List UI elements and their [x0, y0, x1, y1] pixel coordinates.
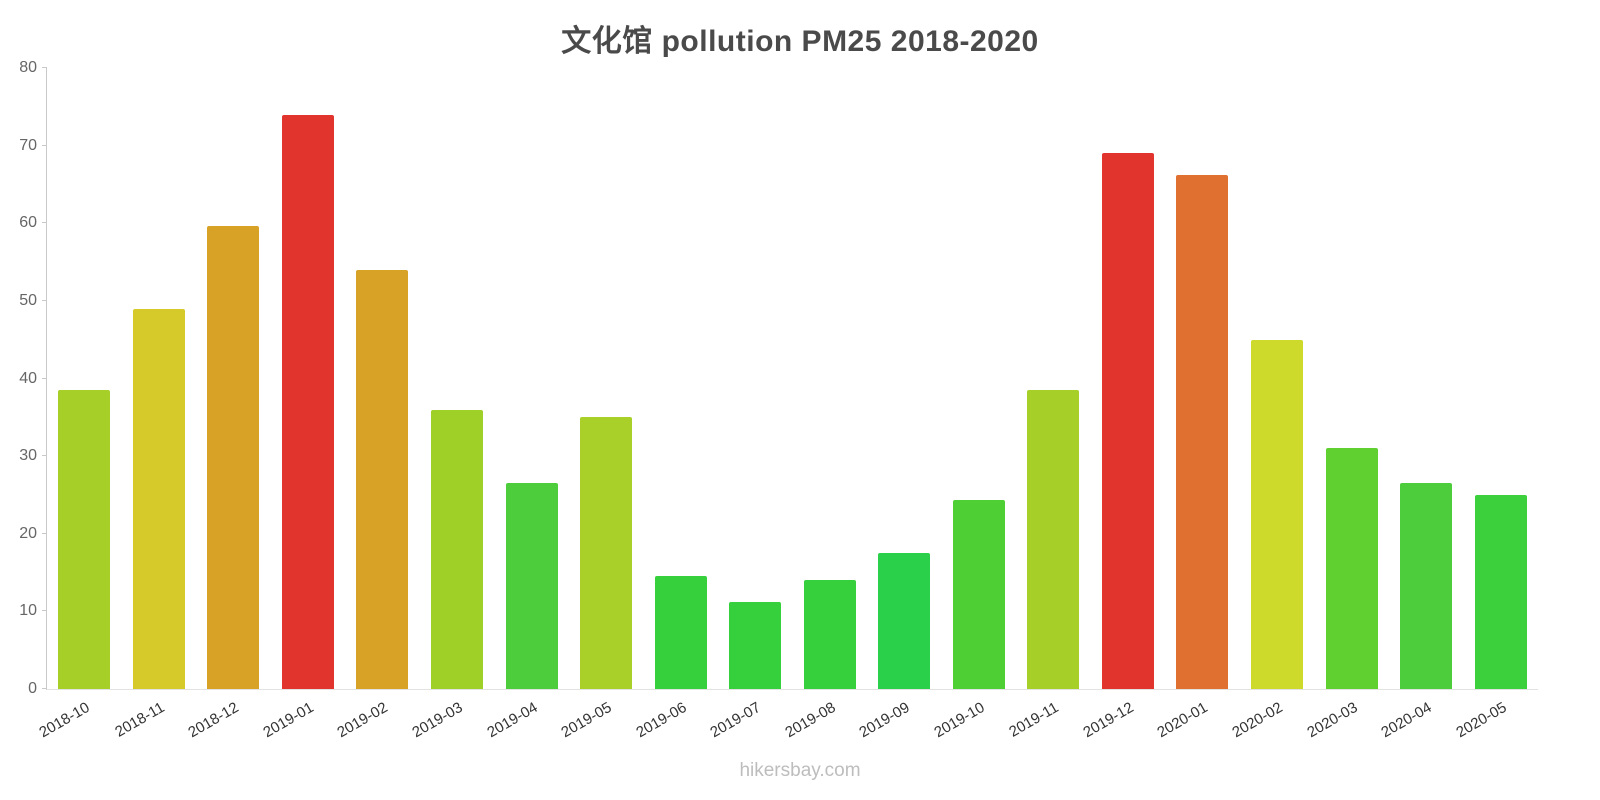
bar-slot: 2019-07: [708, 68, 793, 741]
y-tick-mark: [42, 144, 47, 146]
bar-2019-02[interactable]: [356, 269, 409, 689]
x-tick-label: 2020-01: [1154, 699, 1211, 742]
bar-2020-01[interactable]: [1176, 175, 1229, 689]
x-tick-label: 2020-02: [1229, 699, 1286, 742]
y-tick-mark: [42, 610, 47, 612]
bar-2019-10[interactable]: [952, 500, 1005, 689]
x-tick-label: 2019-05: [558, 699, 615, 742]
bar-2019-08[interactable]: [803, 580, 856, 689]
x-tick-label: 2020-03: [1303, 699, 1361, 742]
bar-slot: 2018-12: [186, 68, 271, 741]
bar-2019-12[interactable]: [1101, 153, 1154, 689]
watermark-text: hikersbay.com: [739, 760, 861, 781]
x-tick-label: 2019-08: [782, 699, 839, 742]
bar-slot: 2018-10: [37, 68, 122, 741]
x-tick-label: 2018-11: [112, 699, 168, 741]
bar-2019-01[interactable]: [281, 114, 334, 689]
y-tick-mark: [42, 67, 47, 68]
bar-slot: 2019-02: [335, 68, 420, 741]
bar-series: 2018-10 2018-11 2018-12 2019-01 2019-02 2019-…: [37, 68, 1538, 741]
bar-2019-06[interactable]: [654, 576, 707, 689]
bar-slot: 2019-01: [260, 68, 346, 741]
x-tick-label: 2019-10: [931, 699, 988, 742]
y-tick-label: 80: [19, 59, 37, 76]
bar-slot: 2020-04: [1378, 68, 1464, 741]
x-tick-label: 2020-04: [1378, 699, 1435, 742]
bar-2020-03[interactable]: [1325, 448, 1378, 689]
y-tick-mark: [42, 299, 47, 301]
bar-slot: 2019-11: [1007, 68, 1091, 741]
bar-2019-04[interactable]: [505, 482, 558, 689]
bar-2018-12[interactable]: [207, 225, 260, 689]
x-tick-label: 2019-03: [409, 699, 466, 742]
y-tick-label: 70: [19, 136, 37, 154]
x-tick-label: 2019-11: [1006, 699, 1062, 741]
x-tick-label: 2018-10: [36, 699, 93, 742]
x-tick-label: 2019-01: [260, 699, 317, 742]
y-tick-mark: [42, 455, 47, 457]
chart-title: 文化馆 pollution PM25 2018-2020: [561, 25, 1039, 58]
y-tick-label: 0: [28, 680, 37, 697]
bar-slot: 2020-05: [1453, 68, 1538, 741]
bar-slot: 2019-08: [782, 68, 867, 741]
bar-2020-04[interactable]: [1400, 483, 1453, 689]
x-tick-label: 2019-04: [483, 699, 541, 742]
y-tick-label: 40: [19, 369, 37, 387]
bar-2018-11[interactable]: [132, 308, 185, 689]
x-tick-label: 2019-12: [1080, 699, 1137, 742]
x-tick-label: 2019-02: [334, 699, 391, 742]
bar-slot: 2020-01: [1155, 68, 1240, 741]
y-tick-label: 10: [19, 602, 37, 620]
y-tick-mark: [42, 377, 47, 379]
x-tick-label: 2019-09: [856, 699, 913, 742]
y-tick-mark: [42, 532, 47, 534]
bar-slot: 2019-12: [1080, 68, 1166, 741]
x-tick-label: 2020-05: [1452, 699, 1510, 742]
bar-2020-02[interactable]: [1251, 339, 1304, 689]
x-tick-label: 2019-06: [632, 699, 690, 742]
bar-slot: 2020-03: [1304, 68, 1389, 741]
y-tick-label: 30: [19, 447, 37, 465]
bar-slot: 2019-05: [558, 68, 644, 741]
bar-slot: 2019-03: [409, 68, 495, 741]
x-tick-label: 2019-07: [707, 699, 764, 742]
y-tick-mark: [42, 688, 47, 689]
bar-slot: 2019-06: [633, 68, 718, 741]
bar-2019-11[interactable]: [1027, 390, 1080, 689]
bar-slot: 2018-11: [112, 68, 197, 741]
bar-2019-03[interactable]: [431, 409, 483, 689]
bar-slot: 2020-02: [1229, 68, 1315, 741]
plot-area: 0 10 20 30 40 50 60 70 80 2018-10 2018-11 2018-12 2…: [19, 59, 1538, 741]
bar-slot: 2019-04: [484, 68, 569, 741]
bar-slot: 2019-10: [931, 68, 1017, 741]
y-tick-mark: [42, 222, 47, 224]
bar-2020-05[interactable]: [1474, 494, 1527, 689]
y-tick-label: 50: [19, 291, 37, 309]
bar-2019-09[interactable]: [878, 553, 931, 689]
bar-2018-10[interactable]: [58, 390, 111, 689]
y-tick-label: 60: [19, 214, 37, 232]
x-tick-label: 2018-12: [185, 699, 242, 742]
y-tick-label: 20: [19, 524, 37, 542]
bar-2019-07[interactable]: [729, 602, 782, 689]
bar-2019-05[interactable]: [580, 417, 633, 689]
bar-slot: 2019-09: [857, 68, 942, 741]
